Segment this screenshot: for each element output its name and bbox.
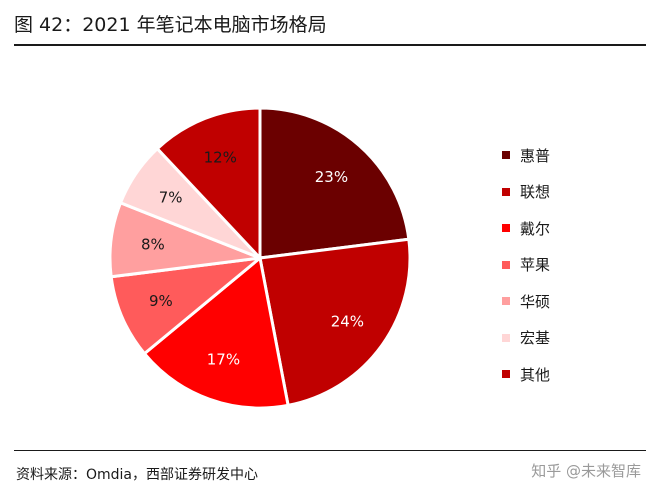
chart-legend: 惠普联想戴尔苹果华硕宏基其他 <box>502 137 550 393</box>
footer-divider <box>14 450 646 451</box>
legend-label-7: 其他 <box>520 365 551 384</box>
legend-label-1: 惠普 <box>520 146 551 165</box>
title-divider <box>14 44 646 46</box>
legend-swatch-6 <box>502 333 510 342</box>
pie-slice-2 <box>258 237 412 408</box>
pie-slice-3 <box>142 255 290 410</box>
pie-slice-1 <box>258 106 411 260</box>
pie-slice-7 <box>155 106 262 262</box>
pie-slice-4 <box>109 255 265 356</box>
legend-label-3: 戴尔 <box>520 219 551 238</box>
legend-label-4: 苹果 <box>520 256 551 275</box>
pie-slice-label-3: 17% <box>207 351 240 369</box>
legend-swatch-4 <box>502 260 510 269</box>
pie-slice-label-2: 24% <box>331 312 364 330</box>
watermark: 知乎 @未来智库 <box>531 462 641 480</box>
legend-item-7: 其他 <box>502 356 550 393</box>
legend-item-5: 华硕 <box>502 283 550 320</box>
pie-slice-label-6: 7% <box>159 188 183 206</box>
legend-item-6: 宏基 <box>502 320 550 357</box>
legend-swatch-5 <box>502 297 510 306</box>
legend-item-3: 戴尔 <box>502 210 550 247</box>
legend-swatch-2 <box>502 187 510 196</box>
legend-swatch-1 <box>502 151 510 160</box>
legend-item-2: 联想 <box>502 174 550 211</box>
pie-slice-label-7: 12% <box>204 149 237 167</box>
legend-item-1: 惠普 <box>502 137 550 174</box>
chart-title: 图 42：2021 年笔记本电脑市场格局 <box>14 14 327 36</box>
pie-slice-label-1: 23% <box>315 168 348 186</box>
legend-label-5: 华硕 <box>520 292 551 311</box>
legend-swatch-3 <box>502 224 510 233</box>
legend-label-2: 联想 <box>520 183 551 202</box>
legend-label-6: 宏基 <box>520 329 551 348</box>
legend-swatch-7 <box>502 370 510 379</box>
pie-slice-label-5: 8% <box>141 235 165 253</box>
pie-slice-label-4: 9% <box>149 292 173 310</box>
legend-item-4: 苹果 <box>502 247 550 284</box>
source-note: 资料来源：Omdia，西部证券研发中心 <box>16 467 259 483</box>
